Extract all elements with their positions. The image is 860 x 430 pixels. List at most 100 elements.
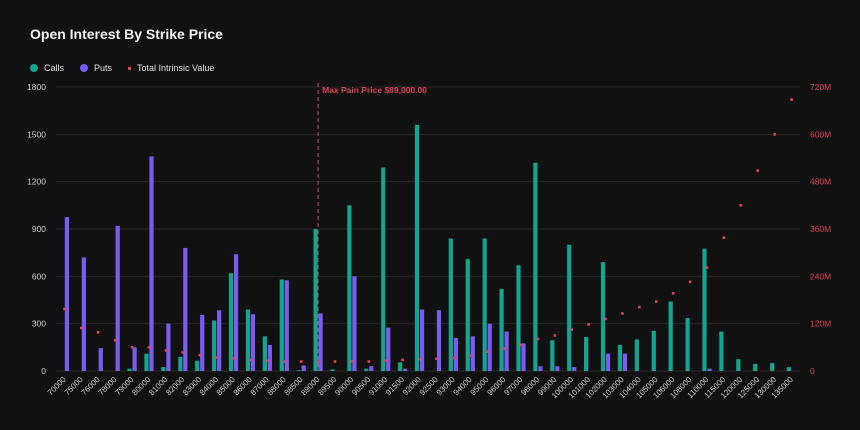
- point-intrinsic: [671, 291, 675, 295]
- bar-puts: [538, 366, 543, 371]
- bar-calls: [786, 367, 792, 371]
- point-intrinsic: [621, 312, 624, 315]
- y-tick-label: 900: [32, 224, 46, 234]
- max-pain-label: Max Pain Price $89,000.00: [322, 85, 427, 95]
- bar-puts: [183, 247, 188, 371]
- bar-puts: [622, 353, 628, 371]
- point-intrinsic: [80, 326, 83, 330]
- bar-calls: [516, 265, 521, 371]
- y2-tick-label: 360M: [810, 224, 831, 234]
- point-intrinsic: [654, 300, 658, 303]
- bar-calls: [364, 368, 369, 371]
- bar-calls: [161, 367, 166, 371]
- bar-calls: [212, 320, 217, 371]
- point-intrinsic: [773, 133, 776, 136]
- bar-puts: [284, 280, 289, 371]
- bar-calls: [651, 330, 656, 371]
- point-intrinsic: [790, 98, 793, 101]
- point-intrinsic: [130, 346, 134, 349]
- bar-puts: [605, 353, 611, 371]
- bar-calls: [414, 124, 420, 371]
- bar-calls: [195, 360, 200, 371]
- point-intrinsic: [367, 360, 371, 363]
- chart-title: Open Interest By Strike Price: [30, 26, 223, 42]
- bar-puts: [217, 310, 222, 371]
- bar-puts: [504, 331, 509, 371]
- bar-puts: [98, 348, 103, 371]
- bar-calls: [617, 344, 623, 371]
- bar-calls: [753, 363, 758, 371]
- point-intrinsic: [316, 360, 320, 363]
- legend-label-calls: Calls: [44, 63, 65, 73]
- bar-puts: [487, 323, 492, 371]
- point-intrinsic: [587, 323, 590, 326]
- point-intrinsic: [401, 358, 404, 362]
- point-intrinsic: [232, 357, 235, 360]
- bar-calls: [330, 369, 335, 371]
- y2-tick-label: 240M: [810, 271, 831, 281]
- point-intrinsic: [638, 305, 641, 309]
- y2-tick-label: 480M: [810, 177, 831, 187]
- point-intrinsic: [688, 280, 692, 284]
- bar-calls: [719, 331, 724, 371]
- y2-tick-label: 0: [810, 366, 815, 376]
- point-intrinsic: [198, 353, 202, 357]
- bar-calls: [448, 238, 453, 371]
- y-tick-label: 1500: [27, 129, 46, 139]
- bar-calls: [685, 318, 690, 371]
- bar-calls: [770, 363, 775, 371]
- point-intrinsic: [113, 338, 117, 342]
- point-intrinsic: [519, 343, 523, 347]
- legend: Calls Puts Total Intrinsic Value: [30, 63, 230, 73]
- point-intrinsic: [215, 356, 218, 359]
- y-tick-label: 1200: [27, 177, 46, 187]
- bar-puts: [419, 309, 425, 371]
- legend-item-puts[interactable]: Puts: [80, 63, 112, 73]
- legend-swatch-puts: [80, 64, 89, 72]
- bar-puts: [470, 336, 475, 371]
- point-intrinsic: [502, 347, 506, 350]
- point-intrinsic: [435, 357, 438, 361]
- point-intrinsic: [147, 346, 151, 349]
- bar-calls: [499, 288, 504, 371]
- bar-puts: [436, 310, 442, 371]
- point-intrinsic: [570, 328, 574, 331]
- point-intrinsic: [350, 360, 354, 363]
- point-intrinsic: [164, 349, 168, 352]
- bar-calls: [381, 167, 386, 371]
- point-intrinsic: [452, 356, 455, 360]
- bar-puts: [352, 276, 357, 371]
- bar-calls: [262, 336, 267, 371]
- y-tick-label: 0: [41, 366, 46, 376]
- legend-label-intrinsic: Total Intrinsic Value: [137, 63, 215, 73]
- point-intrinsic: [604, 317, 607, 321]
- bar-calls: [634, 339, 639, 371]
- bar-calls: [702, 248, 707, 371]
- point-intrinsic: [722, 236, 726, 239]
- point-intrinsic: [418, 357, 421, 361]
- bar-calls: [533, 162, 538, 371]
- bar-puts: [64, 217, 70, 371]
- y-tick-label: 1800: [27, 82, 46, 92]
- legend-item-intrinsic[interactable]: Total Intrinsic Value: [128, 63, 214, 73]
- bar-puts: [386, 327, 391, 371]
- bar-calls: [398, 362, 403, 371]
- bar-calls: [245, 309, 251, 371]
- bar-puts: [149, 156, 154, 371]
- point-intrinsic: [249, 358, 252, 362]
- bar-puts: [572, 367, 577, 371]
- bar-calls: [313, 229, 318, 371]
- point-intrinsic: [282, 360, 286, 363]
- point-intrinsic: [384, 359, 388, 363]
- legend-item-calls[interactable]: Calls: [30, 63, 64, 73]
- y2-tick-label: 600M: [810, 129, 831, 139]
- bar-puts: [707, 368, 712, 371]
- bar-calls: [127, 368, 132, 371]
- bar-calls: [178, 356, 183, 371]
- bar-calls: [347, 205, 352, 371]
- bar-puts: [250, 314, 256, 371]
- point-intrinsic: [96, 331, 100, 334]
- point-intrinsic: [705, 266, 709, 269]
